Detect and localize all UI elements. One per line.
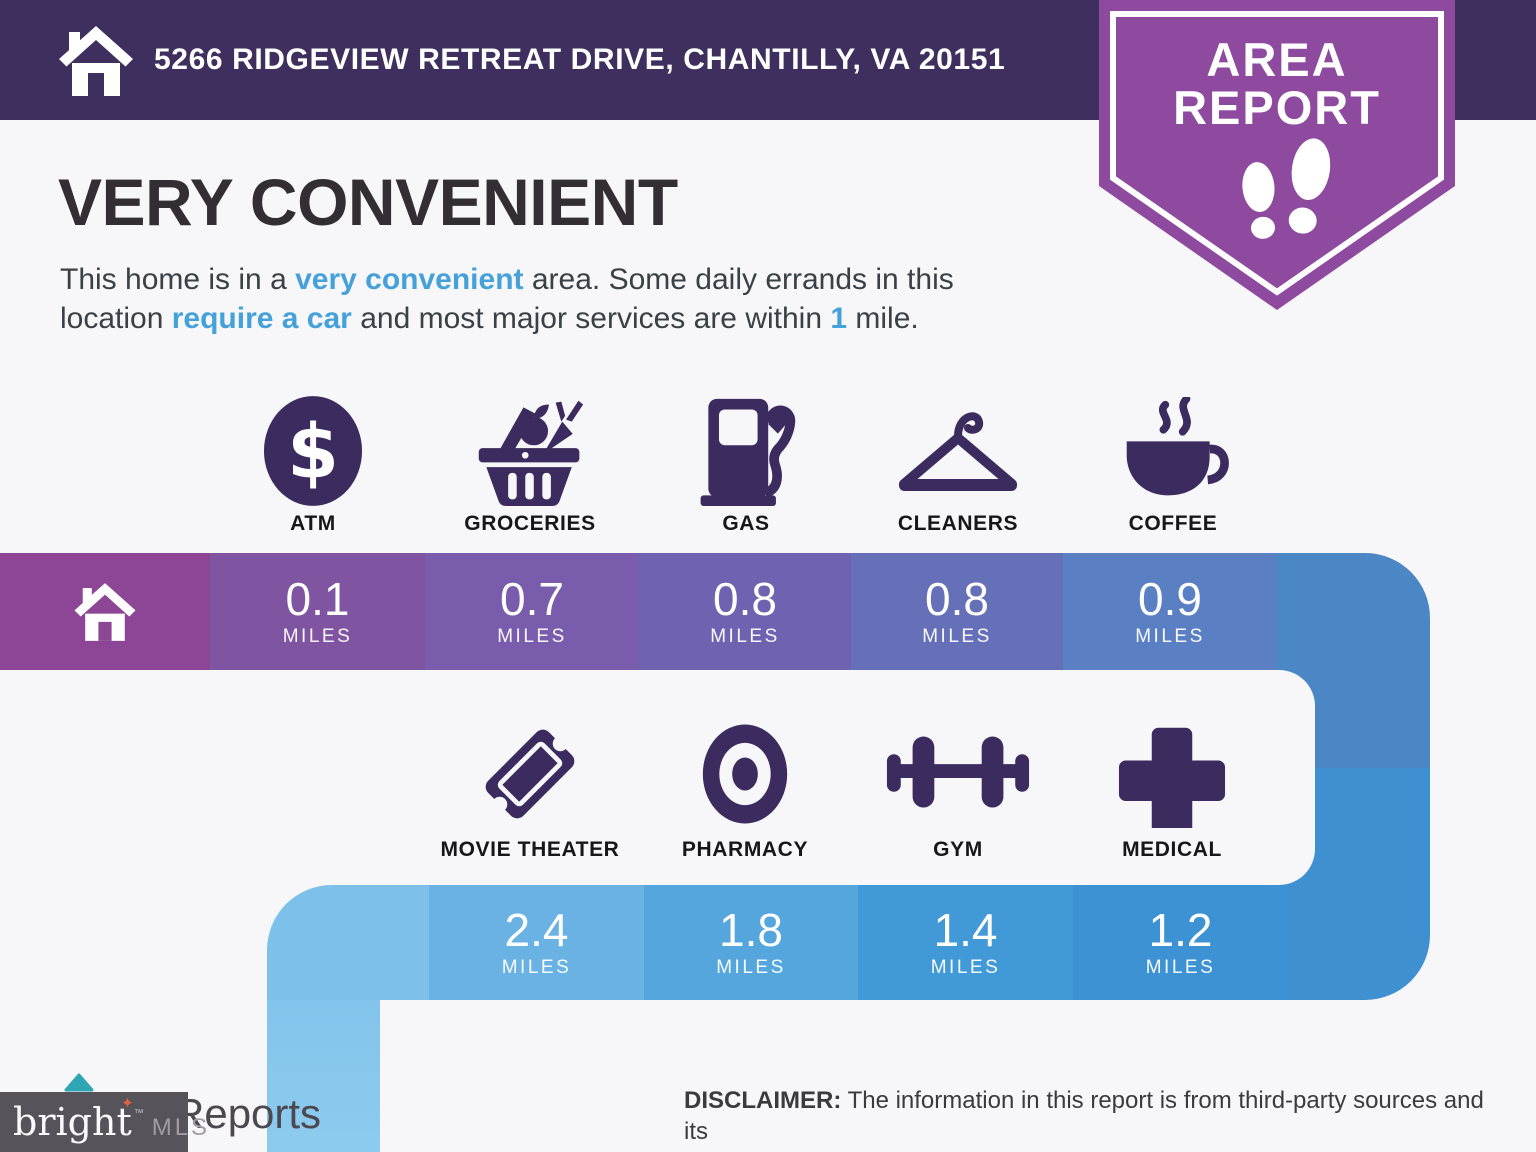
sparkle-icon: ✦ (121, 1094, 134, 1112)
dumbbell-icon (883, 710, 1033, 838)
summary-part: mile. (847, 302, 919, 335)
distance-segment: 1.2 MILES (1073, 885, 1288, 1000)
badge-line1: AREA (1206, 33, 1347, 86)
distance-segment: 0.1 MILES (210, 553, 425, 670)
category-coffee: COFFEE (1063, 390, 1283, 536)
area-report-badge: AREA REPORT (1099, 0, 1455, 310)
distance-segment: 2.4 MILES (429, 885, 644, 1000)
distance-segment: 0.9 MILES (1063, 553, 1277, 670)
distance-value: 0.8 (925, 573, 989, 625)
distance-unit: MILES (501, 957, 572, 978)
summary-highlight: 1 (830, 302, 848, 335)
trademark-symbol: ™ (133, 1107, 144, 1119)
distance-value: 0.7 (500, 573, 564, 625)
hanger-icon (891, 390, 1025, 512)
category-movie-theater: MOVIE THEATER (405, 710, 655, 862)
distance-segment: 0.7 MILES (425, 553, 639, 670)
brand-name: bright (13, 1100, 132, 1144)
category-label: MEDICAL (1122, 838, 1222, 861)
coffee-cup-icon (1113, 390, 1233, 512)
distance-value: 0.9 (1138, 573, 1202, 625)
route-band-row2: 2.4 MILES 1.8 MILES 1.4 MILES 1.2 MILES (267, 885, 1430, 1000)
summary-text: This home is in a very convenient area. … (60, 260, 1100, 338)
category-label: GAS (722, 512, 770, 535)
category-label: COFFEE (1128, 512, 1218, 535)
brand-suffix: MLS (151, 1114, 211, 1141)
category-label: ATM (290, 512, 336, 535)
distance-segment: 1.8 MILES (644, 885, 858, 1000)
bright-mls-logo: bright ✦ (13, 1096, 134, 1144)
content-panel-middle (0, 670, 1315, 885)
distance-unit: MILES (1145, 957, 1216, 978)
category-label: CLEANERS (897, 512, 1019, 535)
category-cleaners: CLEANERS (848, 390, 1068, 536)
category-gas: GAS (636, 390, 856, 536)
distance-unit: MILES (716, 957, 786, 978)
route-tail (1288, 885, 1430, 1000)
roof-caret-icon (64, 1073, 94, 1092)
category-medical: MEDICAL (1062, 710, 1282, 862)
distance-segment: 0.8 MILES (639, 553, 851, 670)
home-icon (74, 582, 136, 641)
footprints-icon (1242, 138, 1331, 239)
distance-value: 1.2 (1148, 904, 1213, 956)
groceries-icon (471, 390, 589, 512)
category-label: GROCERIES (464, 512, 596, 535)
category-label: PHARMACY (681, 838, 809, 861)
route-start-home (0, 553, 210, 670)
badge-line2: REPORT (1173, 81, 1381, 134)
category-groceries: GROCERIES (420, 390, 640, 536)
distance-unit: MILES (930, 957, 1001, 978)
medical-cross-icon (1118, 710, 1226, 838)
distance-value: 0.1 (285, 573, 350, 625)
category-gym: GYM (848, 710, 1068, 862)
distance-unit: MILES (282, 626, 353, 647)
disclaimer-label: DISCLAIMER: (684, 1087, 842, 1114)
pharmacy-target-icon (690, 710, 800, 838)
content-panel-bottom (380, 1000, 1536, 1152)
distance-value: 1.8 (719, 904, 783, 956)
distance-value: 0.8 (713, 573, 777, 625)
disclaimer-text: DISCLAIMER: The information in this repo… (684, 1085, 1514, 1152)
summary-part: location (60, 302, 172, 335)
gas-pump-icon (693, 390, 799, 512)
route-turn-left (267, 885, 429, 1000)
distance-segment: 1.4 MILES (858, 885, 1073, 1000)
disclaimer-line: accuracy cannot be guaranteed. (684, 1149, 1027, 1152)
category-label: GYM (933, 838, 983, 861)
svg-text:$: $ (287, 408, 339, 495)
atm-icon: $ (262, 390, 364, 512)
summary-part: This home is in a (60, 263, 296, 296)
distance-unit: MILES (710, 626, 780, 647)
movie-ticket-icon (468, 710, 592, 838)
disclaimer-line: The information in this report is from t… (684, 1087, 1484, 1145)
summary-highlight: require a car (171, 302, 352, 335)
route-band-row1: 0.1 MILES 0.7 MILES 0.8 MILES 0.8 MILES … (0, 553, 1277, 670)
distance-value: 1.4 (933, 904, 998, 956)
category-label: MOVIE THEATER (440, 838, 620, 861)
distance-unit: MILES (922, 626, 992, 647)
page-title: VERY CONVENIENT (58, 165, 678, 239)
brand-watermark: bright ✦ ™ MLS (0, 1092, 207, 1152)
distance-unit: MILES (1135, 626, 1205, 647)
summary-part: area. Some daily errands in this (523, 263, 954, 296)
property-address: 5266 RIDGEVIEW RETREAT DRIVE, CHANTILLY,… (154, 43, 1006, 76)
reports-logo-text: Reports (174, 1090, 322, 1137)
distance-unit: MILES (497, 626, 567, 647)
summary-part: and most major services are within (351, 302, 831, 335)
summary-highlight: very convenient (295, 263, 524, 296)
distance-segment: 0.8 MILES (851, 553, 1063, 670)
distance-value: 2.4 (504, 904, 569, 956)
category-atm: $ ATM (203, 390, 423, 536)
home-icon (59, 26, 133, 96)
category-pharmacy: PHARMACY (635, 710, 855, 862)
